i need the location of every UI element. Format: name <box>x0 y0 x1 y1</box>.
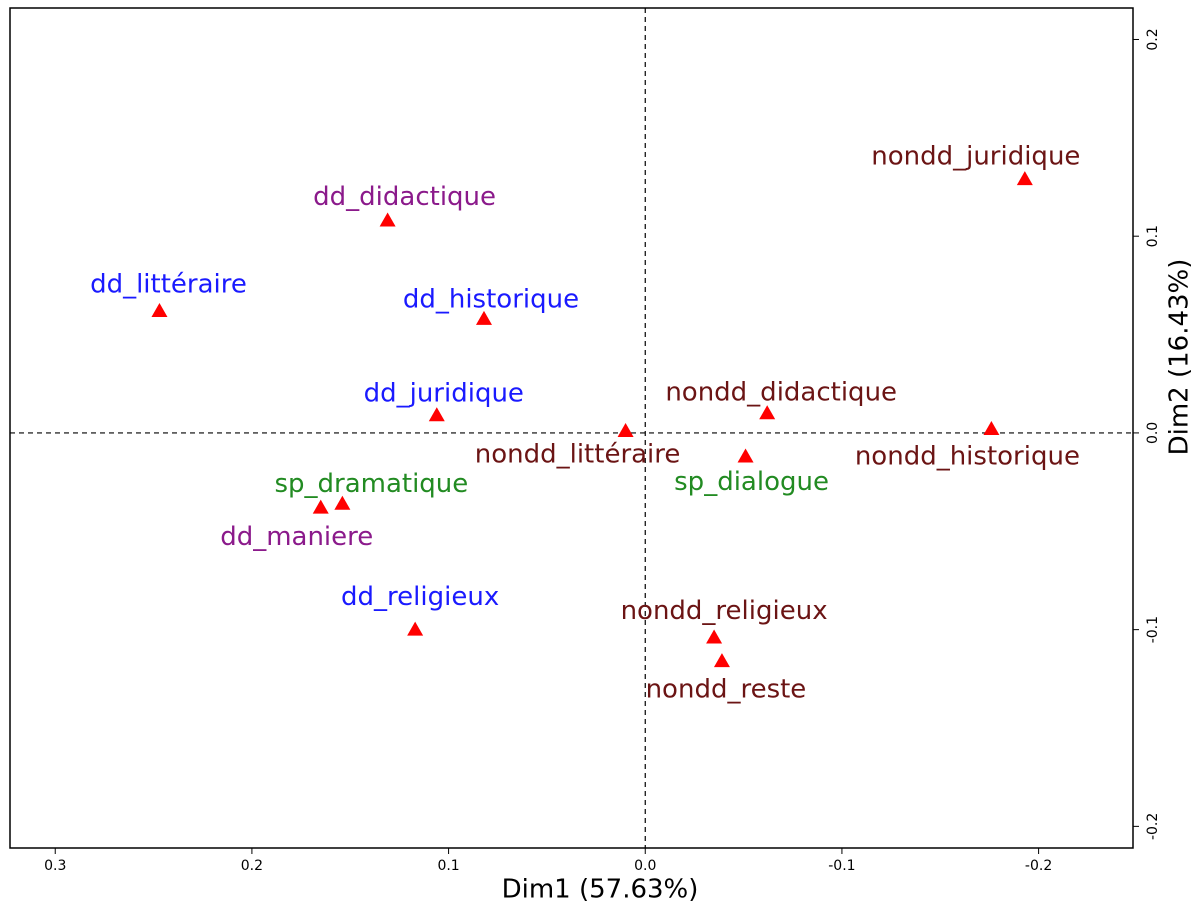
point-label: nondd_juridique <box>871 142 1080 172</box>
point-label: nondd_religieux <box>621 596 828 626</box>
y-tick-label: 0.2 <box>1145 28 1161 50</box>
y-tick-label: -0.1 <box>1145 616 1161 643</box>
point-marker <box>475 310 492 325</box>
x-tick-label: -0.2 <box>1025 858 1052 874</box>
y-axis-label: Dim2 (16.43%) <box>1165 259 1195 456</box>
point-marker <box>379 212 396 227</box>
x-tick-label: 0.3 <box>44 858 66 874</box>
point-marker <box>713 653 730 668</box>
point-marker <box>617 422 634 437</box>
point-label: nondd_historique <box>855 441 1080 471</box>
y-tick-label: 0.0 <box>1145 422 1161 444</box>
y-tick-label: 0.1 <box>1145 225 1161 247</box>
x-tick-label: 0.0 <box>634 858 656 874</box>
point-label: nondd_reste <box>646 675 807 705</box>
point-marker <box>759 405 776 420</box>
point-marker <box>983 420 1000 435</box>
point-label: dd_juridique <box>364 379 524 409</box>
point-marker <box>706 629 723 644</box>
point-label: nondd_littéraire <box>475 439 681 469</box>
point-label: dd_littéraire <box>90 269 247 299</box>
x-tick-label: -0.1 <box>828 858 855 874</box>
point-label: dd_didactique <box>313 182 496 212</box>
point-label: nondd_didactique <box>665 378 897 408</box>
plot-frame <box>9 7 1134 849</box>
point-label: dd_religieux <box>341 582 499 612</box>
point-marker <box>151 302 168 317</box>
point-marker <box>334 495 351 510</box>
x-axis-label: Dim1 (57.63%) <box>502 875 699 905</box>
point-label: sp_dramatique <box>274 469 468 499</box>
y-tick-label: -0.2 <box>1145 813 1161 840</box>
point-label: dd_historique <box>403 284 579 314</box>
point-marker <box>312 499 329 514</box>
point-marker <box>407 621 424 636</box>
x-tick-label: 0.1 <box>437 858 459 874</box>
point-marker <box>428 407 445 422</box>
x-tick-label: 0.2 <box>241 858 263 874</box>
point-marker <box>1016 171 1033 186</box>
point-label: dd_maniere <box>220 522 373 552</box>
point-marker <box>737 448 754 463</box>
point-label: sp_dialogue <box>674 467 829 497</box>
